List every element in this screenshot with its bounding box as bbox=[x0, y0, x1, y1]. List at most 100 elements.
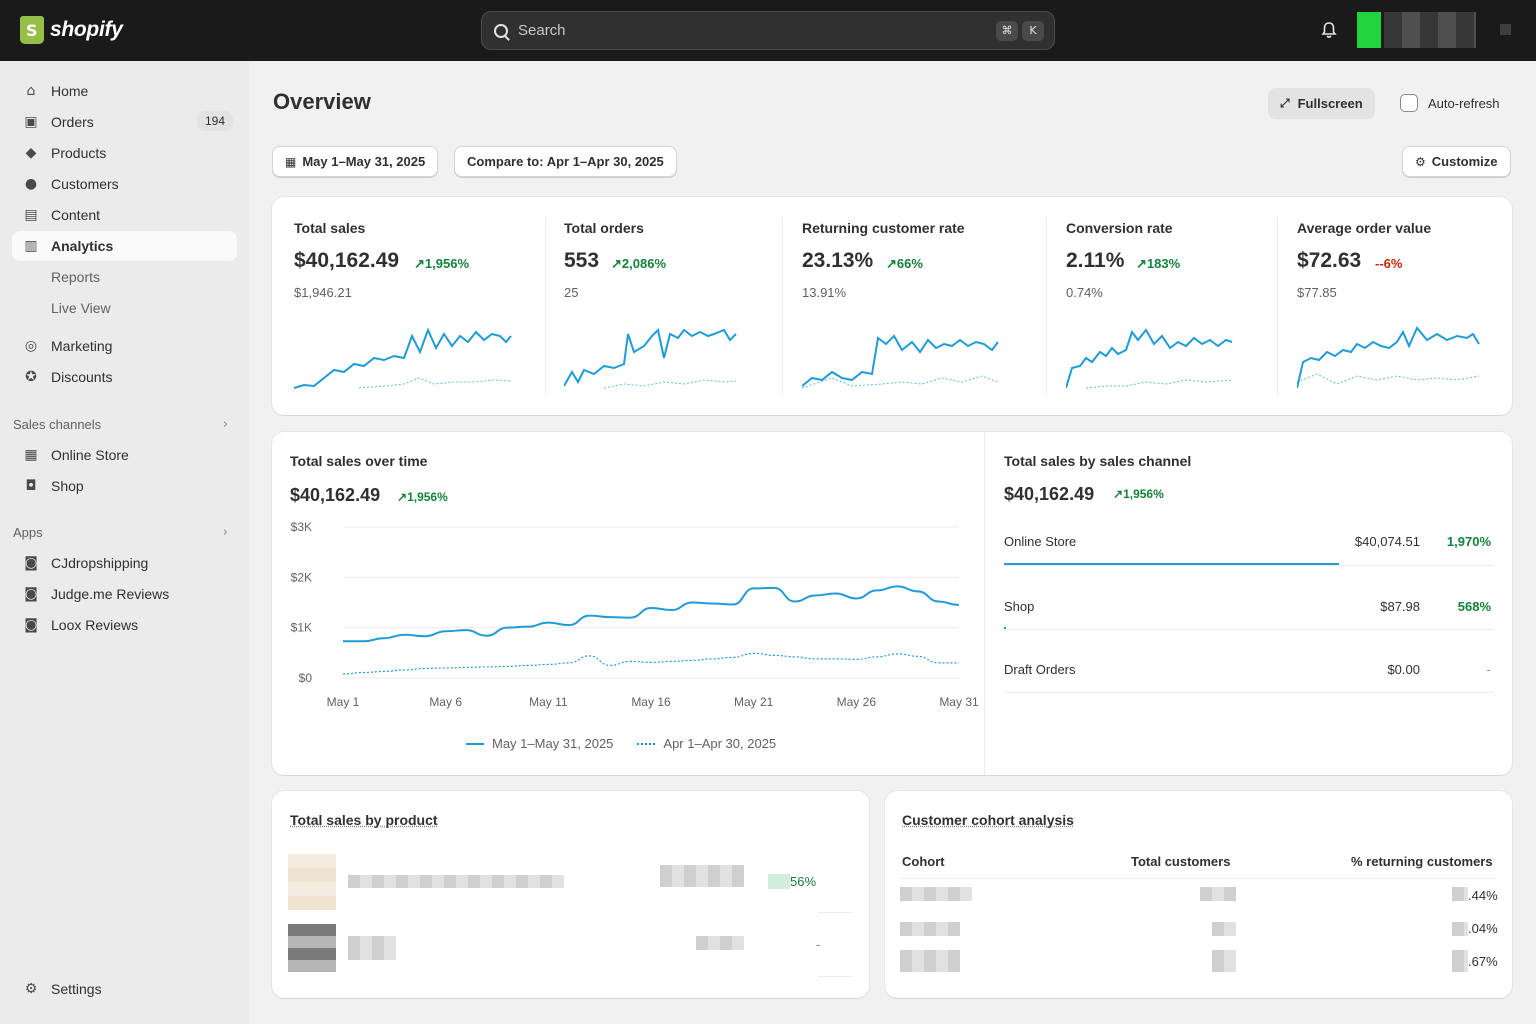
auto-refresh-checkbox[interactable] bbox=[1400, 94, 1418, 112]
metric-change-value: 2,086% bbox=[621, 256, 666, 271]
x-tick-label: May 16 bbox=[631, 695, 671, 709]
sales-by-channel-change: ↗1,956% bbox=[1113, 487, 1164, 501]
metric-change-value: 1,956% bbox=[424, 256, 469, 271]
sidebar: ⌂ Home ▣ Orders 194 ◆ Products ● Custome… bbox=[0, 61, 249, 1024]
channel-amount: $40,074.51 bbox=[1354, 534, 1420, 549]
legend-previous-label: Apr 1–Apr 30, 2025 bbox=[663, 736, 777, 751]
orders-count-badge: 194 bbox=[196, 111, 233, 131]
metric-divider bbox=[1046, 217, 1047, 395]
metric-previous: 25 bbox=[564, 285, 579, 300]
target-icon: ◎ bbox=[24, 338, 38, 354]
sidebar-item-marketing[interactable]: ◎ Marketing bbox=[12, 331, 237, 361]
row-divider bbox=[818, 912, 852, 913]
metric-value: 23.13% bbox=[802, 249, 874, 272]
sparkline-total-sales bbox=[294, 327, 512, 389]
sidebar-item-discounts[interactable]: ✪ Discounts bbox=[12, 362, 237, 392]
sales-by-product-card bbox=[272, 791, 869, 998]
customize-icon: ⚙ bbox=[1415, 154, 1426, 169]
top-bar: shopify Search ⌘ K bbox=[0, 0, 1536, 61]
shortcut-k-key: K bbox=[1022, 20, 1044, 41]
sidebar-item-reports[interactable]: Reports bbox=[12, 262, 237, 292]
cohort-column-header: Cohort bbox=[902, 854, 945, 869]
sidebar-item-products[interactable]: ◆ Products bbox=[12, 138, 237, 168]
sidebar-item-label: Online Store bbox=[51, 447, 129, 463]
sidebar-item-label: Live View bbox=[51, 300, 111, 316]
product-change: 56% bbox=[768, 874, 817, 889]
sidebar-item-label: Customers bbox=[51, 176, 119, 192]
metric-change: ↗1,956% bbox=[414, 256, 469, 271]
sales-over-time-chart[interactable]: $0 $1K $2K $3K May 1 May 6 May 11 May 16 May 21 M… bbox=[272, 510, 984, 720]
product-amount-redacted bbox=[696, 936, 744, 950]
metric-value: 2.11% bbox=[1066, 249, 1125, 272]
metric-previous: 0.74% bbox=[1066, 285, 1103, 300]
metrics-card: Total sales $40,162.49 ↗1,956% $1,946.21… bbox=[272, 197, 1512, 415]
series-line-previous[interactable] bbox=[342, 652, 959, 675]
sidebar-item-label: Marketing bbox=[51, 338, 113, 354]
metric-total-orders[interactable]: Total orders 553 ↗2,086% 25 bbox=[564, 197, 764, 415]
card-divider bbox=[984, 432, 985, 775]
customize-button[interactable]: ⚙ Customize bbox=[1402, 146, 1511, 177]
channel-divider bbox=[1004, 692, 1494, 693]
store-name-redacted[interactable] bbox=[1384, 12, 1476, 48]
apps-header[interactable]: Apps › bbox=[13, 525, 228, 540]
series-line-current[interactable] bbox=[342, 585, 960, 643]
fullscreen-button[interactable]: ⤢ Fullscreen bbox=[1268, 88, 1375, 119]
sidebar-item-analytics[interactable]: ▥ Analytics bbox=[12, 231, 237, 261]
metric-returning-rate[interactable]: Returning customer rate 23.13% ↗66% 13.9… bbox=[802, 197, 1022, 415]
sidebar-item-settings[interactable]: ⚙ Settings bbox=[12, 974, 237, 1004]
sidebar-item-loox[interactable]: ◙ Loox Reviews bbox=[12, 610, 237, 640]
date-range-button[interactable]: ▦ May 1–May 31, 2025 bbox=[272, 146, 439, 177]
sales-card bbox=[272, 432, 1512, 775]
x-tick-label: May 26 bbox=[837, 695, 877, 709]
sales-channels-header[interactable]: Sales channels › bbox=[13, 417, 228, 432]
sidebar-item-label: Loox Reviews bbox=[51, 617, 139, 633]
content-icon: ▤ bbox=[24, 207, 38, 223]
sidebar-item-online-store[interactable]: ▦ Online Store bbox=[12, 440, 237, 470]
sidebar-item-live-view[interactable]: Live View bbox=[12, 293, 237, 323]
search-input[interactable]: Search ⌘ K bbox=[481, 11, 1055, 50]
metric-average-order-value[interactable]: Average order value $72.63 --6% $77.85 bbox=[1297, 197, 1497, 415]
calendar-icon: ▦ bbox=[285, 154, 297, 169]
metric-change-value: 66% bbox=[896, 256, 923, 271]
sidebar-item-customers[interactable]: ● Customers bbox=[12, 169, 237, 199]
metric-previous: $1,946.21 bbox=[294, 285, 352, 300]
bell-icon[interactable] bbox=[1320, 21, 1338, 39]
date-range-label: May 1–May 31, 2025 bbox=[302, 154, 426, 169]
product-thumbnail-redacted bbox=[288, 854, 336, 910]
sidebar-item-cjdropshipping[interactable]: ◙ CJdropshipping bbox=[12, 548, 237, 578]
auto-refresh-label: Auto-refresh bbox=[1428, 96, 1500, 111]
store-icon: ▦ bbox=[24, 447, 38, 463]
sales-by-product-title[interactable]: Total sales by product bbox=[290, 812, 438, 828]
metric-title: Conversion rate bbox=[1066, 220, 1173, 236]
sidebar-item-label: Analytics bbox=[51, 238, 114, 254]
cohort-count-redacted bbox=[1212, 950, 1236, 972]
cohort-title[interactable]: Customer cohort analysis bbox=[902, 812, 1074, 828]
gear-icon: ⚙ bbox=[24, 981, 38, 997]
product-thumbnail-redacted bbox=[288, 924, 336, 972]
metric-conversion-rate[interactable]: Conversion rate 2.11% ↗183% 0.74% bbox=[1066, 197, 1266, 415]
metric-total-sales[interactable]: Total sales $40,162.49 ↗1,956% $1,946.21 bbox=[294, 197, 534, 415]
sidebar-item-label: Orders bbox=[51, 114, 94, 130]
product-name-redacted bbox=[348, 875, 564, 888]
y-tick-label: $1K bbox=[291, 621, 312, 635]
cohort-date-redacted bbox=[900, 922, 960, 936]
sidebar-item-judgeme[interactable]: ◙ Judge.me Reviews bbox=[12, 579, 237, 609]
x-tick-label: May 21 bbox=[734, 695, 774, 709]
compare-label: Compare to: Apr 1–Apr 30, 2025 bbox=[467, 154, 664, 169]
sales-by-channel-title: Total sales by sales channel bbox=[1004, 453, 1192, 469]
compare-button[interactable]: Compare to: Apr 1–Apr 30, 2025 bbox=[454, 146, 677, 177]
product-amount-redacted bbox=[660, 865, 744, 887]
y-tick-label: $0 bbox=[299, 671, 313, 685]
sidebar-item-orders[interactable]: ▣ Orders 194 bbox=[12, 107, 237, 137]
store-avatar[interactable] bbox=[1357, 12, 1381, 48]
metric-title: Returning customer rate bbox=[802, 220, 965, 236]
channel-bar-shop bbox=[1004, 627, 1006, 630]
shopify-logo[interactable]: shopify bbox=[20, 16, 123, 44]
total-customers-column-header: Total customers bbox=[1131, 854, 1231, 869]
metric-change-value: -6% bbox=[1379, 256, 1403, 271]
sparkline-conversion-rate bbox=[1066, 328, 1233, 389]
sidebar-item-shop[interactable]: ◘ Shop bbox=[12, 471, 237, 501]
sidebar-item-content[interactable]: ▤ Content bbox=[12, 200, 237, 230]
sidebar-item-home[interactable]: ⌂ Home bbox=[12, 76, 237, 106]
discount-icon: ✪ bbox=[25, 369, 37, 385]
